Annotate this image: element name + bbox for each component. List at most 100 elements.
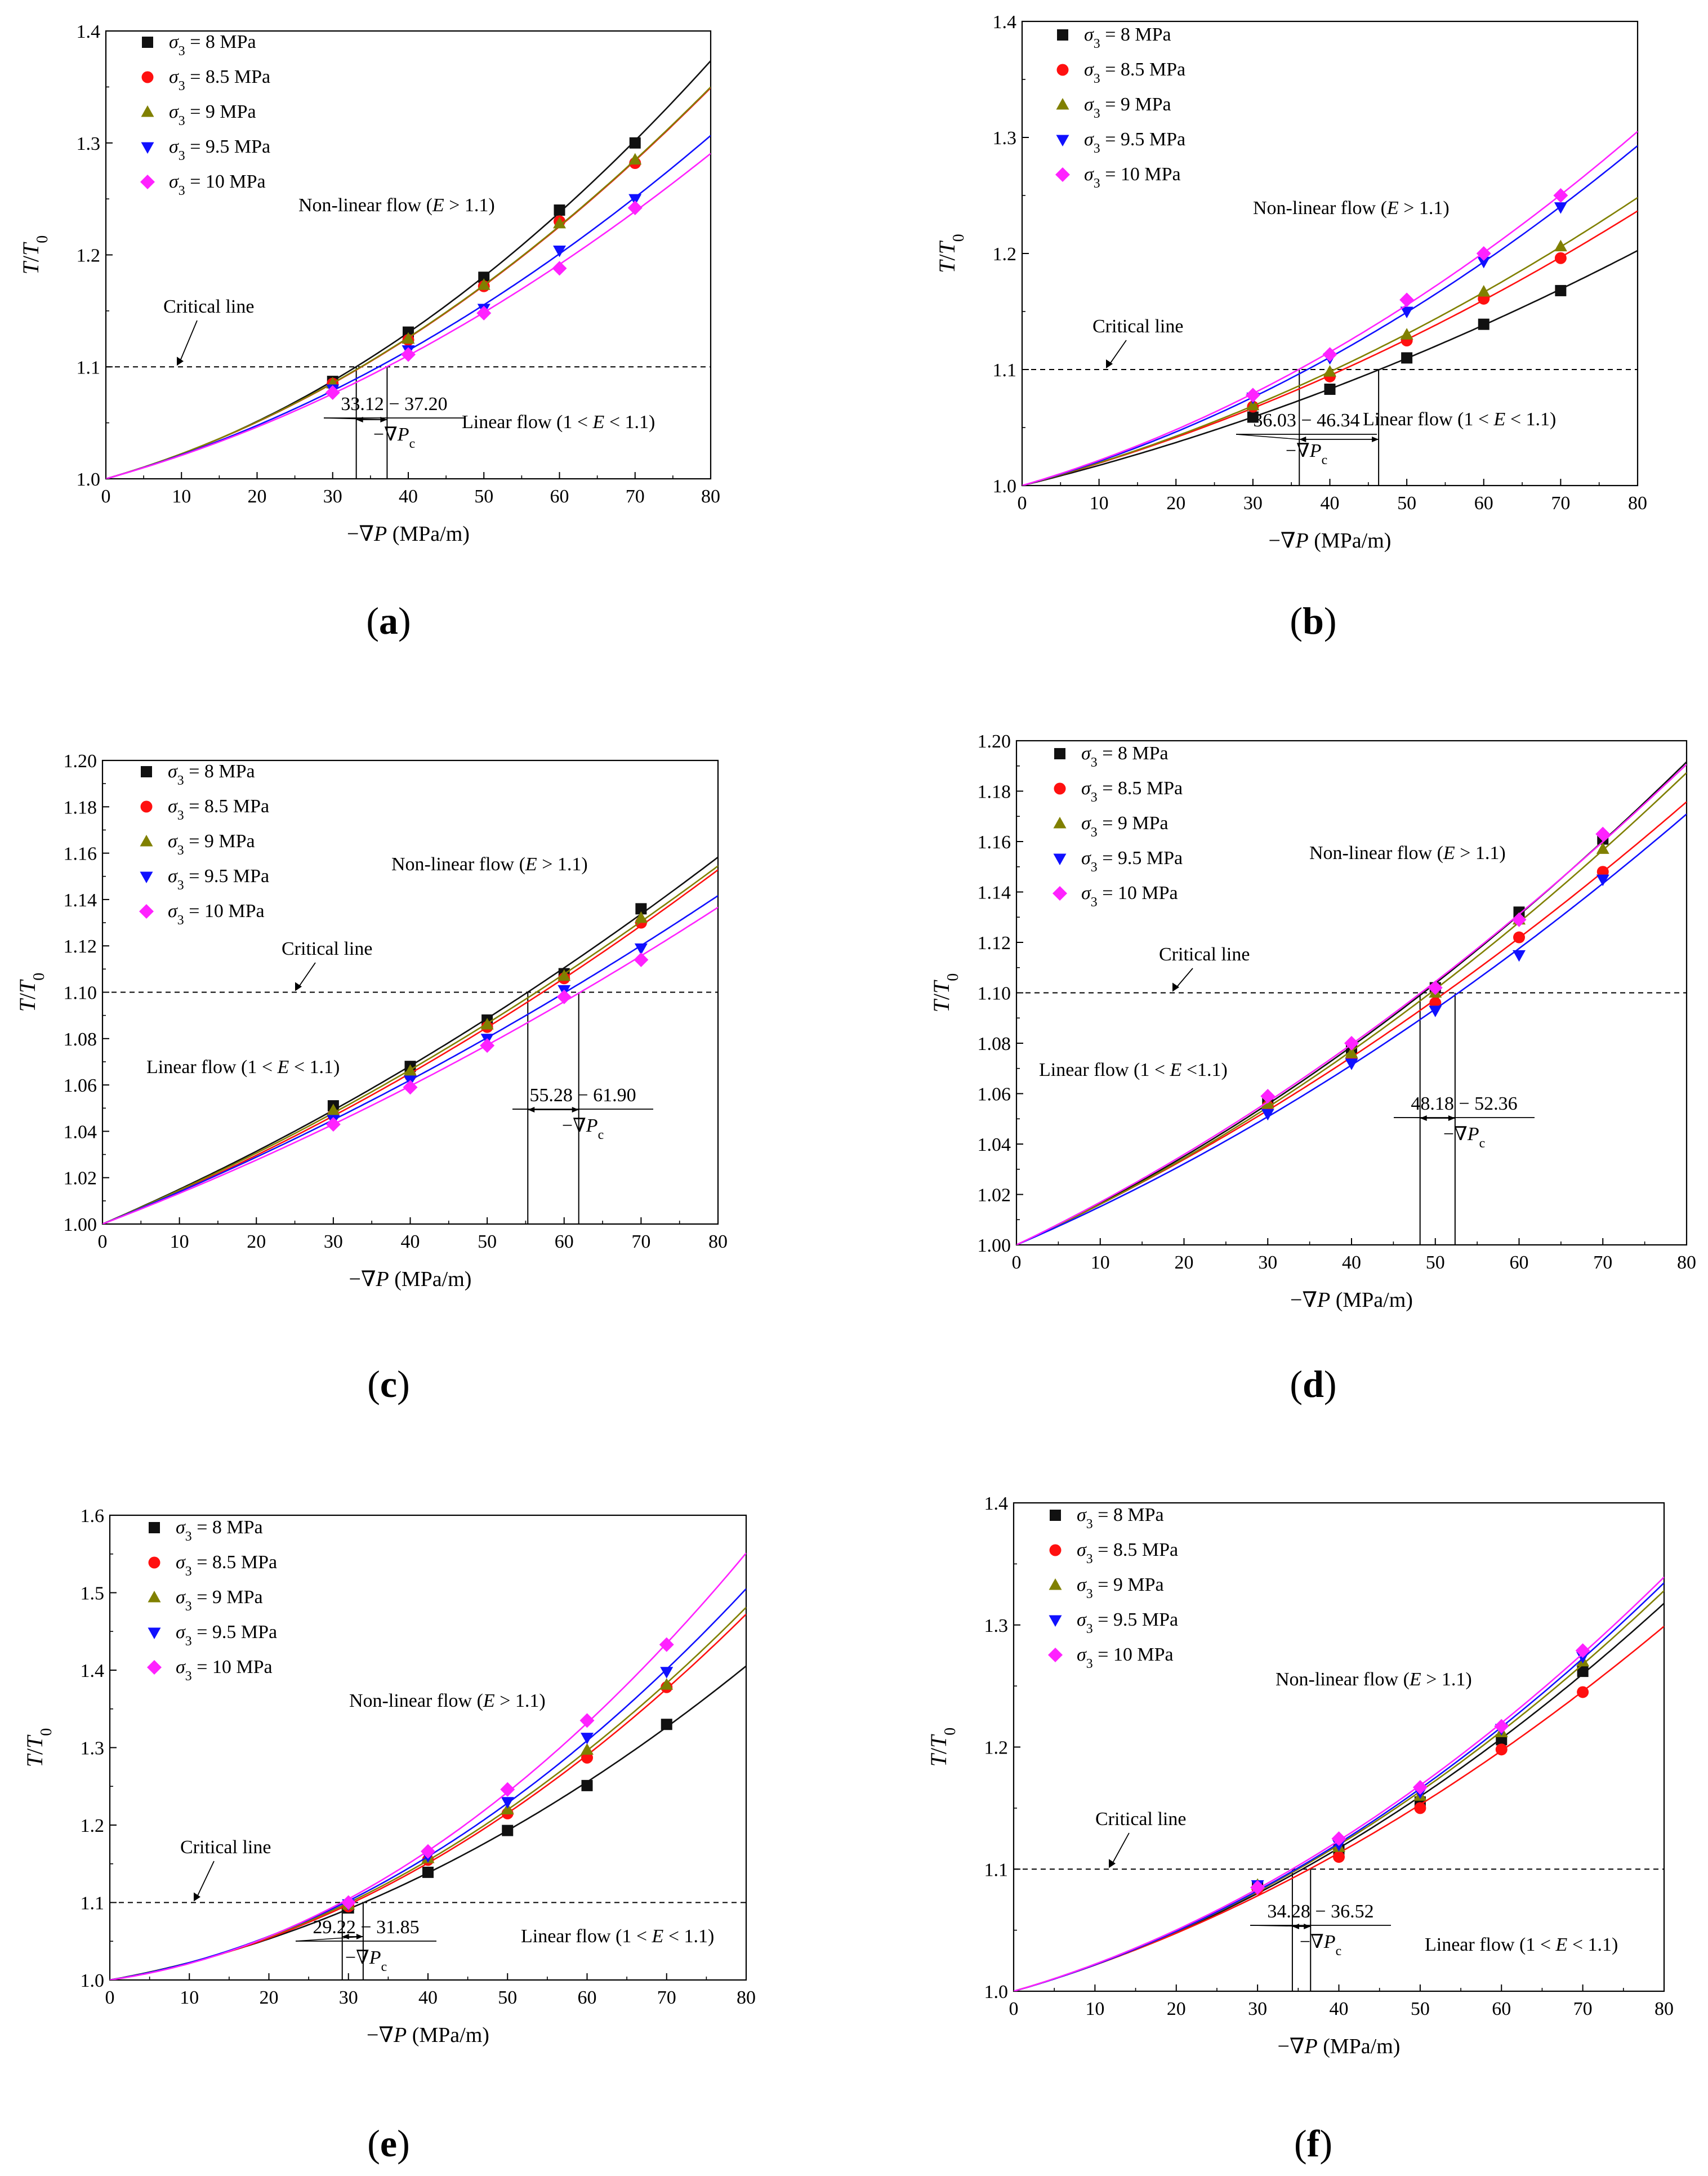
data-point: [1250, 1880, 1265, 1895]
data-point: [553, 216, 566, 229]
y-tick-label: 1.3: [993, 128, 1017, 149]
legend-label: σ3 = 9 MPa: [176, 1587, 263, 1614]
panel-caption: (d): [1290, 1363, 1336, 1405]
data-point: [581, 1779, 593, 1791]
x-tick-label: 50: [1397, 493, 1416, 514]
legend-label: σ3 = 10 MPa: [1081, 883, 1178, 910]
data-point: [634, 943, 648, 955]
legend-label: σ3 = 10 MPa: [168, 901, 265, 928]
data-point: [553, 246, 566, 257]
data-point: [1513, 906, 1525, 918]
panel-caption: (c): [367, 1363, 410, 1405]
y-tick-label: 1.4: [993, 12, 1017, 33]
critical-range-value: 55.28 − 61.90: [529, 1085, 636, 1106]
data-point: [1428, 980, 1443, 995]
y-tick-label: 1.4: [984, 1493, 1009, 1514]
data-point: [558, 969, 571, 981]
nonlinear-flow-label: Non-linear flow (E > 1.1): [1253, 198, 1450, 219]
legend-marker: [1053, 853, 1067, 865]
critical-range-symbol: −∇Pc: [1443, 1124, 1485, 1151]
legend-marker: [1056, 64, 1069, 76]
data-point: [552, 261, 567, 276]
critical-line-pointer-head: [1106, 359, 1113, 368]
x-tick-label: 70: [1573, 1999, 1593, 2019]
legend-marker: [1049, 1544, 1062, 1556]
x-tick-label: 10: [180, 1987, 199, 2008]
x-tick-label: 10: [1090, 493, 1109, 514]
legend-label: σ3 = 10 MPa: [1084, 164, 1181, 191]
y-tick-label: 1.4: [81, 1661, 105, 1681]
x-tick-label: 70: [1593, 1252, 1612, 1273]
x-tick-label: 0: [1009, 1999, 1019, 2019]
linear-flow-label: Linear flow (1 < E < 1.1): [146, 1057, 340, 1078]
linear-flow-label: Linear flow (1 < E < 1.1): [1425, 1934, 1618, 1955]
x-tick-label: 50: [474, 486, 493, 507]
critical-line-pointer-head: [1109, 1859, 1116, 1868]
critical-range-connector: [1250, 1925, 1311, 1927]
y-axis-label: T/T0: [15, 973, 48, 1012]
data-point: [1596, 874, 1609, 887]
legend-marker: [140, 871, 153, 883]
critical-line-label: Critical line: [1092, 316, 1183, 337]
chart-panel-d: 0 10 20 30 40 50 60 70 80 1.00 1.02 1.04 1.06 1.08 1.1…: [929, 731, 1696, 1405]
y-tick-label: 1.2: [993, 244, 1017, 265]
data-point: [1595, 826, 1611, 842]
legend-marker: [1053, 817, 1067, 829]
legend-marker: [140, 175, 155, 189]
legend-marker: [1057, 29, 1068, 41]
legend-label: σ3 = 9.5 MPa: [168, 866, 269, 893]
critical-line-label: Critical line: [282, 938, 372, 959]
legend-marker: [1056, 135, 1069, 146]
y-tick-label: 1.0: [984, 1982, 1009, 2003]
data-point: [628, 153, 642, 165]
data-point: [1401, 352, 1413, 364]
x-tick-label: 30: [339, 1987, 358, 2008]
y-tick-label: 1.08: [978, 1034, 1011, 1054]
legend-label: σ3 = 9.5 MPa: [176, 1622, 277, 1649]
y-tick-label: 1.3: [77, 134, 101, 154]
data-point: [1555, 284, 1567, 296]
legend-marker: [1049, 1615, 1062, 1627]
data-point: [634, 952, 649, 967]
critical-range-connector: [512, 1109, 579, 1110]
x-tick-label: 20: [1167, 1999, 1186, 2019]
x-tick-label: 10: [170, 1231, 189, 1252]
y-tick-label: 1.14: [64, 890, 97, 911]
critical-range-connector: [1236, 434, 1300, 440]
data-point: [1261, 1109, 1274, 1121]
y-tick-label: 1.18: [978, 782, 1011, 803]
data-point: [581, 1733, 594, 1745]
x-tick-label: 20: [1175, 1252, 1194, 1273]
x-tick-label: 0: [105, 1987, 115, 2008]
y-tick-label: 1.12: [64, 936, 97, 957]
legend-marker: [1055, 167, 1070, 182]
linear-flow-label: Linear flow (1 < E < 1.1): [462, 412, 655, 433]
critical-line-pointer: [297, 962, 316, 990]
x-tick-label: 20: [1166, 493, 1185, 514]
data-point: [341, 1895, 356, 1910]
y-tick-label: 1.2: [77, 246, 101, 266]
critical-line-pointer: [179, 320, 198, 364]
data-point: [1494, 1719, 1509, 1734]
x-tick-label: 80: [701, 486, 720, 507]
legend-marker: [147, 1660, 162, 1675]
x-axis-label: −∇P (MPa/m): [367, 2023, 489, 2047]
linear-flow-label: Linear flow (1 < E < 1.1): [521, 1926, 714, 1947]
y-tick-label: 1.3: [81, 1738, 105, 1759]
y-tick-label: 1.04: [978, 1134, 1011, 1155]
legend-label: σ3 = 9 MPa: [1081, 813, 1169, 840]
y-tick-label: 1.3: [984, 1616, 1009, 1636]
x-tick-label: 60: [578, 1987, 597, 2008]
critical-range-value: 36.03 − 46.34: [1253, 410, 1359, 431]
data-point: [1324, 384, 1336, 395]
x-tick-label: 40: [399, 486, 418, 507]
legend-marker: [149, 1522, 160, 1533]
critical-range-value: 29.22 − 31.85: [313, 1917, 419, 1938]
data-point: [1344, 1036, 1359, 1051]
data-point: [422, 1866, 434, 1878]
x-tick-label: 20: [248, 486, 267, 507]
data-point: [1246, 398, 1260, 411]
x-axis-label: −∇P (MPa/m): [1269, 529, 1392, 553]
legend-marker: [148, 1591, 161, 1603]
x-tick-label: 70: [626, 486, 645, 507]
